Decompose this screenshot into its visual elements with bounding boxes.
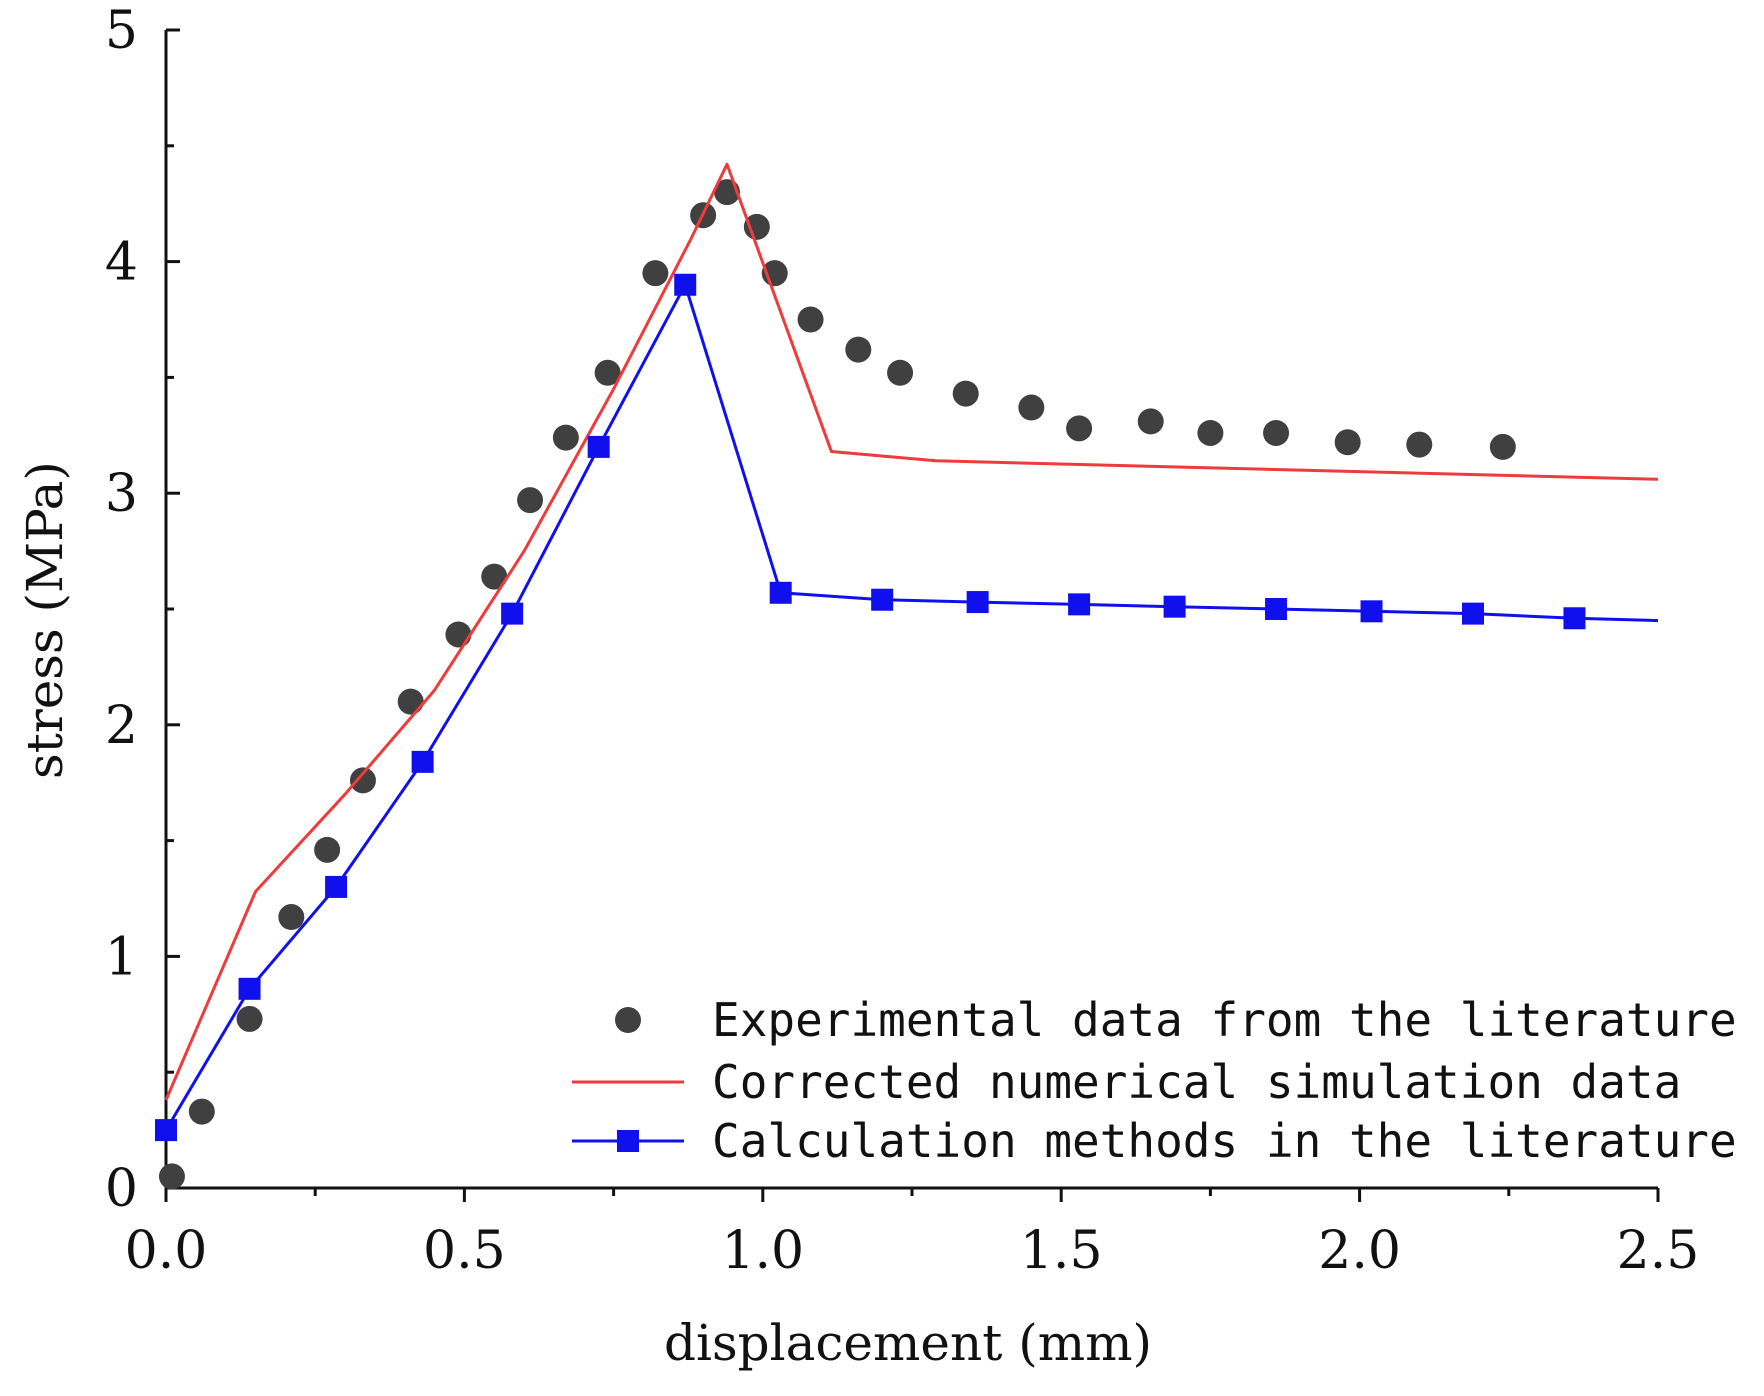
series-line-corrected-simulation: [164, 162, 1659, 1101]
data-point-experimental: [517, 487, 544, 514]
x-tick-label: 2.5: [1617, 1221, 1700, 1281]
data-point-experimental: [481, 563, 508, 590]
data-point-experimental: [952, 380, 979, 407]
data-point-calculation-method: [1265, 598, 1288, 620]
data-point-experimental: [236, 1005, 263, 1032]
data-point-experimental: [188, 1098, 215, 1125]
x-tick-label: 0.5: [423, 1221, 506, 1281]
x-tick-label: 0.0: [125, 1221, 208, 1281]
y-axis-title: stress (MPa): [16, 461, 74, 779]
data-point-calculation-method: [769, 581, 792, 604]
x-tick-label: 1.5: [1020, 1221, 1103, 1281]
legend: Experimental data from the literature Co…: [572, 993, 1737, 1168]
data-point-experimental: [642, 260, 669, 287]
data-point-experimental: [552, 424, 579, 451]
data-point-calculation-method: [1563, 607, 1586, 630]
y-ticks: 0 1 2 3 4 5: [105, 1, 180, 1219]
data-point-experimental: [314, 836, 341, 863]
data-point-experimental: [158, 1163, 185, 1190]
data-point-experimental: [1197, 419, 1224, 446]
legend-marker-calculation: [617, 1130, 639, 1152]
data-point-experimental: [1489, 433, 1516, 460]
data-point-experimental: [1406, 431, 1433, 458]
data-point-experimental: [349, 767, 376, 794]
data-point-calculation-method: [871, 588, 894, 611]
data-point-experimental: [1137, 408, 1164, 435]
data-point-calculation-method: [1360, 600, 1383, 623]
data-point-experimental: [594, 359, 621, 386]
data-point-experimental: [797, 306, 824, 333]
y-tick-label: 2: [105, 696, 138, 756]
data-point-calculation-method: [238, 977, 261, 1000]
data-point-calculation-method: [155, 1119, 177, 1142]
data-point-experimental: [445, 621, 472, 648]
series-layer: [155, 162, 1659, 1190]
legend-marker-experimental: [615, 1007, 641, 1033]
data-point-experimental: [278, 904, 305, 931]
data-point-calculation-method: [325, 875, 348, 898]
legend-label-experimental: Experimental data from the literature: [712, 993, 1737, 1047]
x-ticks: 0.0 0.5 1.0 1.5 2.0 2.5: [125, 1188, 1700, 1281]
data-point-calculation-method: [1068, 593, 1091, 616]
data-point-experimental: [1263, 419, 1290, 446]
data-point-experimental: [887, 359, 914, 386]
x-tick-label: 1.0: [721, 1221, 804, 1281]
data-point-experimental: [743, 213, 770, 240]
data-point-calculation-method: [411, 750, 434, 773]
data-point-calculation-method: [674, 273, 697, 296]
y-tick-label: 5: [105, 1, 138, 61]
data-point-experimental: [1066, 415, 1093, 442]
y-tick-label: 4: [105, 233, 138, 293]
data-point-calculation-method: [1163, 595, 1186, 618]
x-tick-label: 2.0: [1318, 1221, 1401, 1281]
legend-label-corrected: Corrected numerical simulation data: [712, 1055, 1681, 1109]
data-point-calculation-method: [587, 435, 610, 458]
data-point-calculation-method: [1461, 602, 1484, 625]
legend-label-calculation: Calculation methods in the literature: [712, 1114, 1737, 1168]
y-tick-label: 0: [105, 1159, 138, 1219]
data-point-experimental: [1018, 394, 1045, 421]
data-point-calculation-method: [501, 602, 524, 625]
data-point-experimental: [845, 336, 872, 363]
y-tick-label: 3: [105, 464, 138, 524]
data-point-experimental: [397, 688, 424, 715]
data-point-experimental: [1334, 429, 1361, 456]
y-tick-label: 1: [105, 927, 138, 987]
data-point-calculation-method: [966, 591, 989, 614]
x-axis-title: displacement (mm): [664, 1314, 1152, 1372]
